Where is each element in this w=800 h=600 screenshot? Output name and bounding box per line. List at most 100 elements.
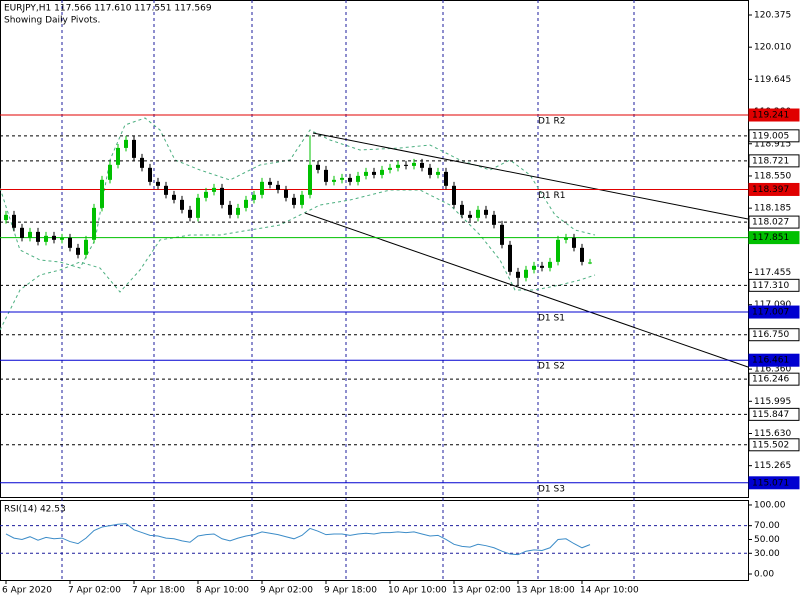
candle-body	[108, 164, 112, 180]
x-tick-label: 13 Apr 02:00	[452, 586, 511, 596]
price-box	[748, 129, 800, 143]
rsi-header: RSI(14) 42.53	[4, 505, 66, 515]
price-box	[748, 438, 800, 452]
x-tick-label: 14 Apr 10:00	[580, 586, 639, 596]
candle-body	[140, 157, 144, 168]
main-panel	[0, 0, 749, 498]
candle-body	[428, 167, 432, 175]
candle-body	[172, 194, 176, 200]
candle-body	[236, 207, 240, 215]
candle-body	[268, 181, 272, 185]
candle-body	[260, 181, 264, 195]
candle-body	[92, 207, 96, 240]
y-tick-label: 118.915	[754, 139, 791, 149]
candle-body	[332, 179, 336, 182]
price-box	[748, 154, 800, 168]
candle-body	[308, 164, 312, 195]
envelope-upper	[0, 117, 596, 269]
price-box-label: 119.005	[752, 131, 789, 141]
candle-body	[76, 247, 80, 255]
candle-body	[300, 194, 304, 205]
rsi-line	[5, 523, 591, 556]
candle-body	[124, 139, 128, 148]
y-tick-label: 119.645	[754, 75, 791, 85]
price-box-label: 115.847	[752, 410, 789, 420]
candle-body	[60, 237, 64, 240]
x-tick-label: 8 Apr 10:00	[196, 586, 249, 596]
y-tick-label: 30.00	[754, 549, 780, 559]
price-box	[748, 372, 800, 386]
vertical-grid	[61, 0, 635, 580]
price-box	[748, 407, 800, 421]
candle-body	[588, 262, 592, 264]
y-tick-label: 50.00	[754, 535, 780, 545]
candle-body	[348, 177, 352, 182]
level-label: D1 R1	[538, 191, 566, 201]
candle-body	[28, 231, 32, 238]
y-tick-label: 115.265	[754, 461, 791, 471]
candle-body	[220, 187, 224, 205]
y-tick-label: 118.185	[754, 204, 791, 214]
candle-body	[4, 214, 8, 221]
rsi-panel	[0, 500, 749, 581]
candle-body	[316, 164, 320, 170]
candle-body	[20, 227, 24, 238]
candle-body	[524, 269, 528, 278]
price-box-label: 116.750	[752, 330, 789, 340]
candle-body	[228, 204, 232, 215]
candle-body	[516, 271, 520, 278]
envelope-lower	[0, 189, 596, 331]
candle-body	[252, 194, 256, 200]
candle-body	[468, 214, 472, 218]
price-box-label: 115.502	[752, 440, 789, 450]
candle-body	[12, 214, 16, 228]
x-tick-label: 7 Apr 18:00	[132, 586, 185, 596]
candle-body	[324, 169, 328, 182]
candle-body	[36, 231, 40, 242]
candle-body	[404, 164, 408, 166]
symbol-header: EURJPY,H1 117.566 117.610 117.551 117.56…	[4, 4, 212, 14]
candle-body	[116, 147, 120, 165]
price-box-label: 117.851	[752, 233, 789, 243]
candle-body	[556, 239, 560, 262]
y-tick-label: 100.00	[754, 500, 786, 510]
indicator-note: Showing Daily Pivots.	[4, 16, 100, 26]
x-tick-label: 6 Apr 2020	[2, 586, 52, 596]
y-tick-label: 118.550	[754, 171, 791, 181]
price-box	[748, 108, 800, 122]
candle-body	[364, 171, 368, 176]
candle-body	[372, 171, 376, 175]
candle-body	[508, 244, 512, 272]
candle-body	[436, 171, 440, 175]
price-box-label: 118.027	[752, 218, 789, 228]
price-box-label: 117.007	[752, 308, 789, 318]
price-box	[748, 182, 800, 196]
y-tick-label: 120.010	[754, 43, 791, 53]
price-box-label: 116.461	[752, 356, 789, 366]
candle-body	[132, 139, 136, 158]
candle-body	[292, 197, 296, 205]
candle-body	[84, 239, 88, 255]
y-tick-label: 115.995	[754, 397, 791, 407]
y-tick-label: 0.00	[754, 569, 774, 579]
price-box-label: 116.246	[752, 375, 789, 385]
candle-body	[340, 177, 344, 180]
candle-body	[540, 265, 544, 268]
candle-body	[396, 164, 400, 168]
candle-body	[532, 265, 536, 270]
candle-body	[380, 169, 384, 175]
candle-body	[420, 162, 424, 168]
candle-body	[572, 237, 576, 248]
x-tick-label: 10 Apr 10:00	[388, 586, 447, 596]
x-tick-label: 9 Apr 18:00	[324, 586, 377, 596]
candle-body	[484, 209, 488, 215]
x-tick-label: 13 Apr 18:00	[516, 586, 575, 596]
candle-body	[500, 224, 504, 245]
price-box	[748, 305, 800, 319]
y-tick-label: 115.630	[754, 429, 791, 439]
price-box-label: 115.071	[752, 478, 789, 488]
candle-body	[68, 237, 72, 248]
price-box	[748, 231, 800, 245]
price-box	[748, 353, 800, 367]
